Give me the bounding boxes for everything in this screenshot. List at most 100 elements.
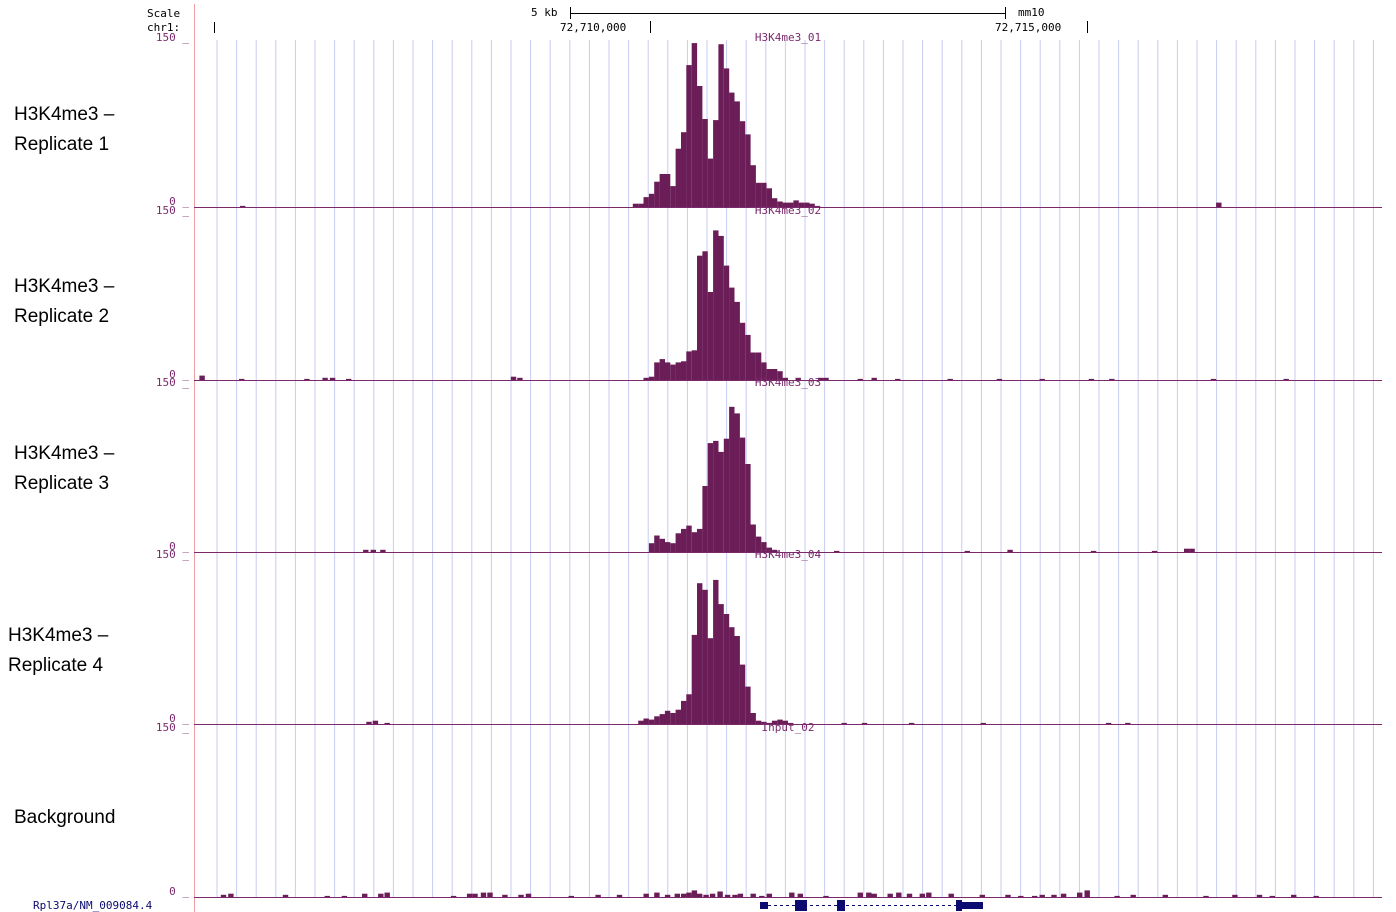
signal-bar [664, 362, 671, 380]
signal-bar [713, 120, 719, 207]
signal-bar [568, 895, 574, 897]
signal-bar [648, 543, 655, 552]
scale-label: Scale [147, 7, 180, 20]
signal-bar [654, 535, 660, 552]
signal-bar [691, 890, 698, 897]
signal-bar [702, 119, 708, 207]
signal-bar [739, 121, 746, 207]
signal-bar [1084, 890, 1090, 897]
signal-bar [632, 203, 639, 207]
track-name: Input_02 [762, 721, 815, 734]
signal-bar [771, 549, 778, 552]
signal-bar [818, 377, 824, 380]
signal-bar [766, 893, 772, 897]
signal-bar [239, 378, 245, 380]
signal-bar [1184, 548, 1190, 552]
signal-bar [654, 892, 660, 897]
track-label-line2: Replicate 2 [14, 306, 110, 327]
signal-bar [1005, 894, 1011, 897]
signal-bar [871, 893, 877, 897]
signal-bar [681, 132, 687, 207]
signal-bar [664, 174, 671, 207]
signal-bar [782, 720, 788, 724]
signal-bar [707, 292, 714, 380]
signal-bar [691, 532, 698, 552]
signal-bar [707, 158, 714, 207]
signal-bar [1077, 892, 1083, 897]
signal-bar [1088, 378, 1095, 380]
signal-bar [734, 101, 740, 207]
track-name: H3K4me3_04 [755, 548, 822, 561]
signal-bar [466, 893, 473, 897]
signal-bar [648, 376, 655, 380]
signal-bar [713, 579, 719, 724]
track-label-line1: H3K4me3 – [8, 625, 109, 646]
signal-bar [948, 893, 954, 897]
signal-bar [1151, 550, 1158, 552]
signal-bar [702, 486, 708, 552]
signal-bar [718, 604, 724, 724]
signal-bar [896, 892, 902, 897]
signal-bar [979, 894, 985, 897]
scale-bar [570, 7, 1006, 19]
signal-bar [686, 694, 692, 724]
signal-bar [654, 362, 660, 380]
signal-bar [814, 205, 821, 207]
signal-bar [654, 181, 660, 207]
signal-bar [366, 721, 372, 724]
signal-bar [793, 200, 799, 207]
signal-bar [686, 892, 692, 897]
signal-bar [908, 722, 915, 724]
signal-bar [788, 722, 794, 724]
signal-bar [777, 719, 783, 724]
signal-bar [745, 464, 751, 552]
signal-bar [681, 893, 687, 897]
signal-bar [697, 583, 703, 724]
y-tick-label: 150 _ [156, 31, 189, 44]
track-H3K4me3_02: H3K4me3_02 150 _ 0 _ [156, 204, 1382, 381]
signal-bar [723, 438, 730, 552]
signal-bar [681, 528, 687, 552]
signal-bar [654, 716, 660, 724]
signal-bar [707, 638, 714, 724]
track-name: H3K4me3_01 [755, 31, 821, 44]
y-tick-label: 150 _ [156, 548, 189, 561]
y-tick-label: 0 _ [169, 368, 189, 381]
signal-bar [866, 892, 872, 897]
signal-bar [804, 202, 810, 207]
signal-bar [707, 443, 714, 552]
signal-bar [616, 894, 623, 897]
signal-bar [670, 186, 676, 207]
signal-bar [329, 377, 336, 380]
signal-bar [518, 894, 524, 897]
signal-bar [895, 378, 901, 380]
signal-bar [643, 377, 649, 380]
signal-bar [809, 203, 815, 207]
track-label-replicate-2: H3K4me3 – Replicate 2 [14, 272, 114, 332]
signal-bar [755, 352, 762, 380]
assembly-label: mm10 [1018, 6, 1045, 19]
signal-bar [755, 536, 762, 552]
track-label-line2: Replicate 4 [8, 655, 104, 676]
signal-bar [750, 524, 756, 552]
track-label-replicate-4: H3K4me3 – Replicate 4 [8, 621, 108, 681]
signal-bar [734, 301, 740, 380]
signal-bar [857, 378, 863, 380]
signal-bar [659, 714, 665, 724]
signal-bar [1090, 550, 1097, 552]
signal-bar [675, 709, 681, 724]
signal-bar [713, 440, 719, 552]
signal-bar [871, 377, 877, 380]
signal-bar [643, 718, 649, 724]
signal-bar [788, 202, 794, 207]
track-label-replicate-3: H3K4me3 – Replicate 3 [14, 439, 114, 499]
signal-bar [240, 205, 246, 207]
signal-bar [659, 359, 665, 380]
signal-bar [341, 895, 348, 897]
signal-bar [664, 710, 671, 724]
track-label-line1: H3K4me3 – [14, 104, 115, 125]
signal-bar [1283, 378, 1289, 380]
signal-bar [964, 550, 970, 552]
signal-bar [980, 722, 986, 724]
signal-bar [729, 92, 735, 207]
